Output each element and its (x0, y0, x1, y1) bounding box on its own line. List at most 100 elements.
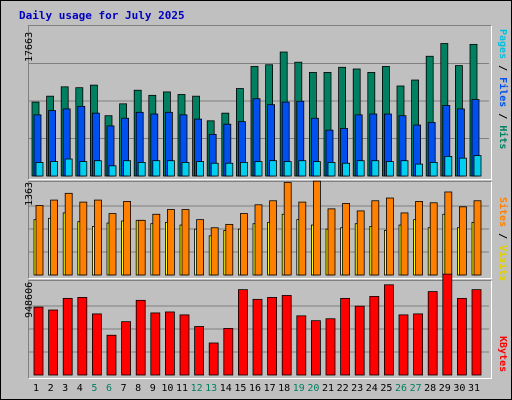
bar-kbytes-day-1 (33, 306, 44, 376)
day-label-27: 27 (409, 383, 422, 394)
bar-sites-day-16 (254, 204, 263, 276)
bar-pages-day-14 (225, 162, 234, 177)
bar-kbytes-day-4 (77, 297, 88, 376)
bar-sites-day-26 (400, 212, 409, 276)
bar-kbytes-day-8 (135, 299, 146, 376)
bar-sites-day-24 (371, 200, 380, 276)
bar-kbytes-day-18 (281, 295, 292, 376)
bar-sites-day-13 (210, 227, 219, 276)
bar-kbytes-day-6 (106, 334, 117, 376)
day-label-29: 29 (438, 383, 451, 394)
bar-pages-day-6 (108, 165, 117, 177)
bar-kbytes-day-23 (354, 305, 365, 376)
bar-sites-day-9 (152, 213, 161, 276)
bar-pages-day-27 (415, 163, 424, 177)
day-label-18: 18 (278, 383, 291, 394)
bar-kbytes-day-29 (442, 273, 453, 376)
bar-sites-day-28 (429, 202, 438, 276)
day-label-4: 4 (76, 383, 83, 394)
bar-kbytes-day-2 (48, 309, 58, 376)
bar-pages-day-4 (79, 161, 88, 177)
day-label-23: 23 (351, 383, 364, 394)
day-label-31: 31 (467, 383, 481, 394)
day-label-7: 7 (120, 383, 127, 394)
bar-sites-day-6 (108, 213, 117, 276)
bar-kbytes-day-31 (471, 289, 482, 376)
day-label-13: 13 (205, 383, 218, 394)
bar-pages-day-18 (283, 161, 292, 177)
bar-pages-day-12 (196, 161, 205, 177)
bar-kbytes-day-5 (92, 313, 102, 376)
bar-sites-day-12 (196, 219, 205, 276)
bar-pages-day-21 (327, 162, 336, 177)
bar-sites-day-20 (312, 180, 321, 276)
day-label-26: 26 (394, 383, 408, 394)
bar-pages-day-31 (473, 155, 482, 177)
bar-pages-day-11 (181, 162, 190, 177)
bar-kbytes-day-25 (383, 284, 394, 376)
bar-sites-day-25 (385, 197, 394, 276)
bar-sites-day-4 (79, 201, 88, 276)
bar-kbytes-day-13 (208, 342, 219, 376)
bar-sites-day-2 (50, 199, 58, 276)
day-label-15: 15 (234, 383, 247, 394)
bar-sites-day-27 (415, 201, 424, 276)
bar-sites-day-10 (166, 209, 175, 276)
bar-pages-day-24 (371, 160, 380, 177)
bar-pages-day-17 (269, 160, 278, 177)
day-label-17: 17 (263, 383, 276, 394)
day-label-14: 14 (219, 383, 232, 394)
bar-kbytes-day-28 (427, 291, 438, 376)
day-label-2: 2 (47, 383, 54, 394)
bar-pages-day-23 (356, 160, 365, 177)
bar-kbytes-day-11 (179, 314, 190, 376)
day-label-11: 11 (175, 383, 189, 394)
bar-sites-day-21 (327, 208, 336, 276)
bar-sites-day-29 (444, 191, 453, 276)
bar-pages-day-8 (137, 162, 146, 177)
bar-kbytes-day-27 (413, 313, 424, 376)
bar-sites-day-18 (283, 182, 292, 276)
bar-kbytes-day-26 (398, 314, 409, 376)
bar-kbytes-day-24 (369, 296, 380, 376)
bar-kbytes-day-30 (456, 297, 467, 376)
bar-sites-day-17 (269, 200, 278, 276)
bar-sites-day-8 (137, 219, 146, 276)
bar-sites-day-15 (239, 213, 248, 276)
bar-kbytes-day-12 (194, 326, 205, 376)
day-label-28: 28 (424, 383, 437, 394)
bar-pages-day-1 (35, 162, 44, 177)
bar-kbytes-day-16 (252, 298, 263, 376)
bar-kbytes-day-3 (62, 297, 73, 376)
day-label-10: 10 (161, 383, 174, 394)
bar-pages-day-3 (64, 158, 73, 177)
bar-kbytes-day-19 (296, 315, 307, 376)
bar-pages-day-25 (385, 161, 394, 177)
bar-sites-day-19 (298, 201, 307, 276)
bar-kbytes-day-7 (121, 321, 131, 376)
day-label-30: 30 (453, 383, 466, 394)
bar-pages-day-15 (239, 162, 248, 177)
bar-pages-day-20 (312, 161, 321, 177)
day-label-24: 24 (365, 383, 378, 394)
day-label-1: 1 (32, 383, 40, 394)
bar-pages-day-16 (254, 161, 263, 177)
bar-sites-day-23 (356, 210, 365, 276)
bar-pages-day-2 (50, 161, 58, 177)
bar-pages-day-7 (123, 160, 131, 177)
bar-sites-day-3 (64, 192, 73, 276)
bar-pages-day-19 (298, 160, 307, 177)
bar-kbytes-day-21 (325, 318, 336, 376)
chart-title: Daily usage for July 2025 (19, 9, 185, 22)
bar-pages-day-26 (400, 160, 409, 177)
bar-kbytes-day-22 (340, 297, 351, 376)
bar-sites-day-11 (181, 209, 190, 276)
bar-pages-day-5 (94, 160, 102, 177)
bar-sites-day-30 (458, 206, 467, 276)
bar-kbytes-day-9 (150, 312, 161, 376)
day-label-6: 6 (105, 383, 113, 394)
bar-sites-day-31 (473, 200, 482, 276)
day-label-21: 21 (321, 383, 335, 394)
day-label-8: 8 (135, 383, 142, 394)
